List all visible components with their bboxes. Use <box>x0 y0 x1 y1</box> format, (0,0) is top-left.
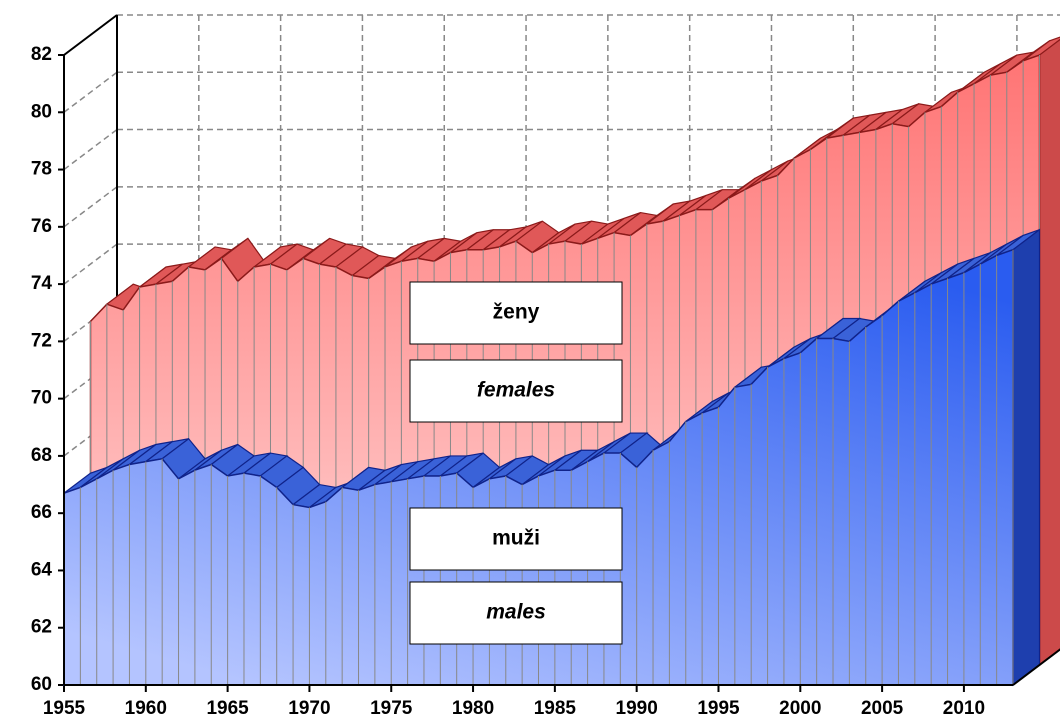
y-tick-label: 70 <box>31 388 52 409</box>
x-tick-label: 1965 <box>206 698 249 719</box>
x-tick-label: 1990 <box>616 698 658 719</box>
side-top <box>63 14 118 56</box>
label-box <box>409 359 623 423</box>
y-tick-label: 68 <box>31 445 52 466</box>
grid-line-side <box>63 243 118 285</box>
series-label: males <box>486 601 546 624</box>
area <box>63 248 1014 686</box>
x-tick-label: 1980 <box>452 698 494 719</box>
label-box <box>409 281 623 345</box>
series-label: ženy <box>493 301 540 324</box>
y-tick-label: 74 <box>31 273 53 294</box>
x-tick-label: 2010 <box>943 698 985 719</box>
label-box <box>409 507 623 571</box>
grid-line-side <box>63 186 118 228</box>
y-tick-label: 76 <box>31 216 52 237</box>
x-tick-label: 1995 <box>697 698 740 719</box>
grid-line-side <box>63 128 118 171</box>
x-tick-label: 1985 <box>534 698 577 719</box>
y-tick-label: 66 <box>31 502 52 523</box>
series-label: muži <box>492 527 540 550</box>
y-tick-label: 60 <box>31 674 52 695</box>
y-tick-label: 72 <box>31 330 52 351</box>
end-face <box>1012 228 1041 687</box>
y-tick-label: 80 <box>31 101 52 122</box>
y-tick-label: 78 <box>31 159 52 180</box>
series-label: females <box>477 379 555 402</box>
grid-line-side <box>63 71 118 113</box>
end-face <box>1038 38 1060 667</box>
y-tick-label: 64 <box>31 559 53 580</box>
x-tick-label: 1960 <box>125 698 167 719</box>
x-tick-label: 1955 <box>43 698 86 719</box>
x-tick-label: 1975 <box>370 698 413 719</box>
x-tick-label: 2005 <box>861 698 904 719</box>
y-tick-label: 62 <box>31 617 52 638</box>
y-tick-label: 82 <box>31 44 52 65</box>
x-tick-label: 2000 <box>779 698 821 719</box>
x-tick-label: 1970 <box>288 698 330 719</box>
floor-edge <box>1012 648 1060 686</box>
label-box <box>409 581 623 645</box>
